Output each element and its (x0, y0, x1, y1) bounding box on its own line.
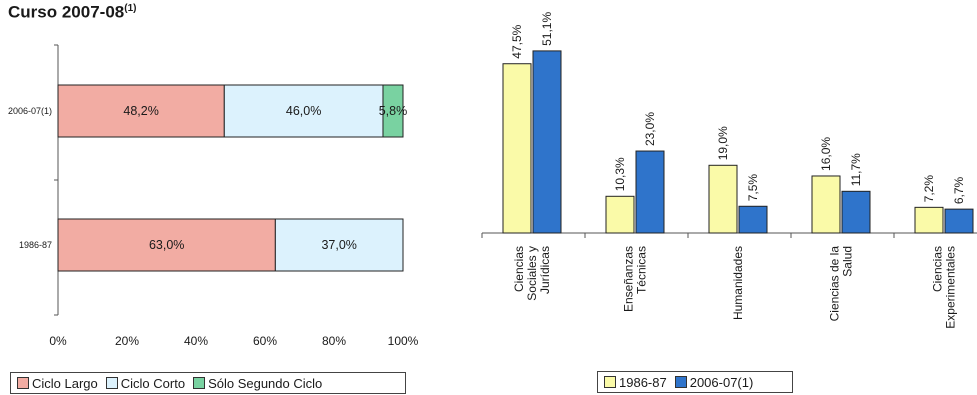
legend-item-solo-segundo-ciclo: Sólo Segundo Ciclo (193, 376, 322, 391)
category-label: 2006-07(1) (8, 106, 52, 116)
column-bar (502, 63, 532, 234)
column-bar (532, 50, 562, 234)
bar-segment (274, 218, 404, 272)
legend-item-ciclo-corto: Ciclo Corto (105, 376, 185, 391)
data-label: 47,5% (510, 24, 524, 58)
page-title: Curso 2007-08(1) (8, 2, 137, 22)
legend-swatch (105, 377, 118, 389)
category-label: Ciencias de la (828, 246, 842, 322)
legend-item-1986-87: 1986-87 (604, 375, 667, 390)
data-label: 46,0% (286, 104, 321, 118)
data-label: 48,2% (123, 104, 158, 118)
legend-swatch (193, 377, 206, 389)
category-label: Ciencias (931, 246, 945, 292)
bar-segment (223, 84, 384, 138)
x-tick-label: 100% (388, 334, 419, 348)
legend-item-ciclo-largo: Ciclo Largo (17, 376, 98, 391)
bar-segment (382, 84, 404, 138)
category-label: Enseñanzas (622, 246, 636, 312)
data-label: 6,7% (952, 176, 966, 204)
right-legend: 1986-87 2006-07(1) (597, 371, 793, 393)
data-label: 7,5% (746, 174, 760, 202)
data-label: 11,7% (849, 153, 863, 186)
category-label: Salud (841, 246, 855, 277)
bar-segment (57, 218, 276, 272)
column-bar (738, 205, 768, 234)
data-label: 7,2% (922, 175, 936, 203)
x-tick-label: 0% (49, 334, 67, 348)
data-label: 37,0% (321, 238, 356, 252)
legend-swatch (17, 377, 29, 389)
data-label: 51,1% (540, 12, 554, 46)
column-bar (708, 164, 738, 234)
category-label: Experimentales (944, 246, 958, 329)
column-bar (841, 190, 871, 234)
legend-swatch (604, 376, 616, 388)
x-tick-label: 60% (253, 334, 277, 348)
data-label: 19,0% (716, 126, 730, 160)
category-label: Ciencias (512, 246, 526, 292)
data-label: 10,3% (613, 157, 627, 191)
data-label: 5,8% (379, 104, 408, 118)
column-bar (635, 150, 665, 234)
legend-swatch (674, 376, 687, 388)
x-tick-label: 40% (184, 334, 208, 348)
bar-segment (57, 84, 225, 138)
legend-item-2006-07: 2006-07(1) (674, 375, 753, 390)
column-bar (944, 208, 974, 234)
column-bar (811, 175, 841, 234)
data-label: 16,0% (819, 137, 833, 171)
column-bar (914, 206, 944, 234)
data-label: 63,0% (149, 238, 184, 252)
column-bar (605, 195, 635, 234)
category-label: 1986-87 (19, 240, 52, 250)
category-label: Sociales y (525, 246, 539, 301)
category-label: Técnicas (635, 246, 649, 294)
left-legend: Ciclo Largo Ciclo Corto Sólo Segundo Cic… (10, 372, 406, 394)
category-label: Humanidades (731, 246, 745, 320)
category-label: Jurídicas (538, 246, 552, 294)
data-label: 23,0% (643, 112, 657, 146)
x-tick-label: 20% (115, 334, 139, 348)
x-tick-label: 80% (322, 334, 346, 348)
